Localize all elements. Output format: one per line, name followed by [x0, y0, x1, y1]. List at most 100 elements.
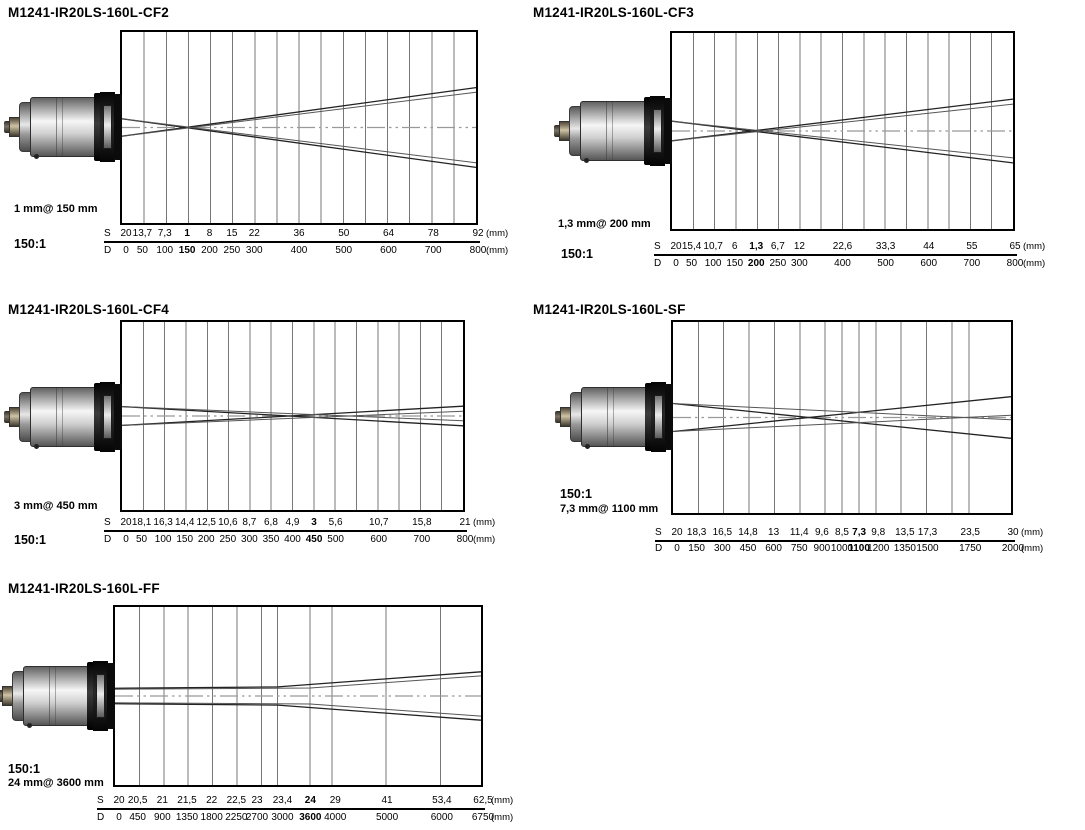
beam-ray [122, 91, 476, 137]
distance-tick: 800 [469, 245, 487, 256]
spot-size-tick: 22,5 [226, 795, 247, 806]
beam-ray [122, 118, 476, 169]
d-axis-letter: D [104, 245, 112, 256]
spot-size-tick: 13 [768, 527, 780, 538]
device-screw [34, 154, 39, 159]
device-body-seam [606, 102, 607, 160]
distance-tick: 0 [674, 543, 680, 554]
spot-size-tick: 44 [923, 241, 935, 252]
s-axis-unit: (mm) [473, 517, 496, 528]
spot-size-tick: 64 [382, 228, 395, 239]
distance-tick: 250 [219, 534, 237, 545]
beam-ray [672, 120, 1013, 159]
distance-tick: 0 [123, 245, 129, 256]
spot-size-tick: 30 [1007, 527, 1019, 538]
spot-size-tick: 55 [966, 241, 978, 252]
distance-tick: 400 [284, 534, 301, 545]
device-rear-connector-tip [555, 411, 562, 423]
spot-size-tick: 15,8 [412, 517, 432, 528]
device-rear-connector-tip [4, 411, 11, 423]
device-front-ring [114, 384, 122, 450]
beam-plot [672, 33, 1013, 229]
chart-frame [113, 605, 483, 787]
beam-plot [673, 322, 1011, 513]
axis-divider-rule [104, 530, 467, 532]
spot-size-tick: 4,9 [285, 517, 300, 528]
spot-size-tick: 15,4 [681, 241, 702, 252]
spot-size-tick: 21 [156, 795, 168, 806]
distance-tick: 300 [241, 534, 258, 545]
spot-size-tick: 18,1 [131, 517, 152, 528]
spot-size-tick: 5,6 [328, 517, 343, 528]
spot-size-tick: 8 [206, 228, 213, 239]
distance-tick: 450 [739, 543, 757, 554]
distance-tick: 900 [813, 543, 831, 554]
spot-size-tick: 29 [329, 795, 341, 806]
spot-size-tick: 16,3 [153, 517, 173, 528]
distance-tick: 600 [920, 258, 938, 269]
spot-size-tick: 17,3 [917, 527, 938, 538]
s-axis-letter: S [654, 241, 661, 252]
distance-tick: 5000 [375, 812, 399, 823]
distance-tick: 1100 [848, 543, 870, 554]
spot-size-tick: 36 [293, 228, 305, 239]
sensor-device [555, 382, 673, 452]
distance-tick: 1800 [200, 812, 223, 823]
distance-tick: 2000 [1001, 543, 1025, 554]
distance-tick: 800 [456, 534, 474, 545]
distance-tick: 450 [305, 534, 323, 545]
spot-size-tick: 24 [304, 795, 316, 806]
distance-tick: 700 [424, 245, 442, 256]
distance-tick: 350 [262, 534, 280, 545]
device-body-seam [56, 98, 57, 156]
device-body [581, 387, 647, 447]
device-body-seam [56, 388, 57, 446]
spot-size-label: 24 mm@ 3600 mm [8, 777, 104, 789]
spot-size-tick: 20 [113, 795, 125, 806]
beam-ray [122, 118, 476, 164]
s-axis-unit: (mm) [1023, 241, 1046, 252]
beam-plot [122, 32, 476, 223]
spot-size-label: 7,3 mm@ 1100 mm [560, 503, 659, 515]
distance-tick: 6000 [430, 812, 453, 823]
chart-title: M1241-IR20LS-160L-CF3 [533, 5, 695, 20]
distance-tick: 150 [176, 534, 194, 545]
spot-size-tick: 9,6 [814, 527, 829, 538]
s-axis-letter: S [104, 517, 111, 528]
spot-size-tick: 10,6 [218, 517, 238, 528]
distance-tick: 250 [769, 258, 787, 269]
sensor-device [4, 382, 122, 452]
s-axis-unit: (mm) [486, 228, 509, 239]
distance-tick: 50 [136, 245, 148, 256]
device-lens-nut [103, 395, 112, 439]
distance-tick: 150 [726, 258, 744, 269]
device-screw [27, 723, 32, 728]
distance-tick: 1000 [830, 543, 854, 554]
spot-size-tick: 12,5 [196, 517, 216, 528]
beam-ray [672, 98, 1013, 142]
spot-size-tick: 10,7 [703, 241, 723, 252]
device-front-ring [114, 94, 122, 160]
chart-frame [671, 320, 1013, 515]
distance-tick: 250 [223, 245, 241, 256]
distance-tick: 400 [290, 245, 308, 256]
d-axis-letter: D [655, 543, 663, 554]
s-axis-letter: S [104, 228, 111, 239]
device-screw [585, 444, 590, 449]
spot-size-tick: 12 [793, 241, 805, 252]
d-axis-letter: D [104, 534, 112, 545]
chart-frame [120, 320, 465, 512]
optical-resolution-label: 150:1 [560, 487, 592, 501]
beam-ray [115, 703, 481, 721]
axis-divider-rule [655, 540, 1015, 542]
device-rear-connector-tip [554, 125, 561, 137]
distance-tick: 900 [153, 812, 171, 823]
device-body [23, 666, 89, 726]
chart-title: M1241-IR20LS-160L-CF2 [8, 5, 170, 20]
distance-tick: 200 [201, 245, 218, 256]
distance-tick: 500 [327, 534, 344, 545]
distance-tick: 700 [413, 534, 431, 545]
spot-size-tick: 23,4 [272, 795, 293, 806]
spot-size-label: 3 mm@ 450 mm [14, 500, 98, 512]
spot-size-tick: 1 [184, 228, 190, 239]
